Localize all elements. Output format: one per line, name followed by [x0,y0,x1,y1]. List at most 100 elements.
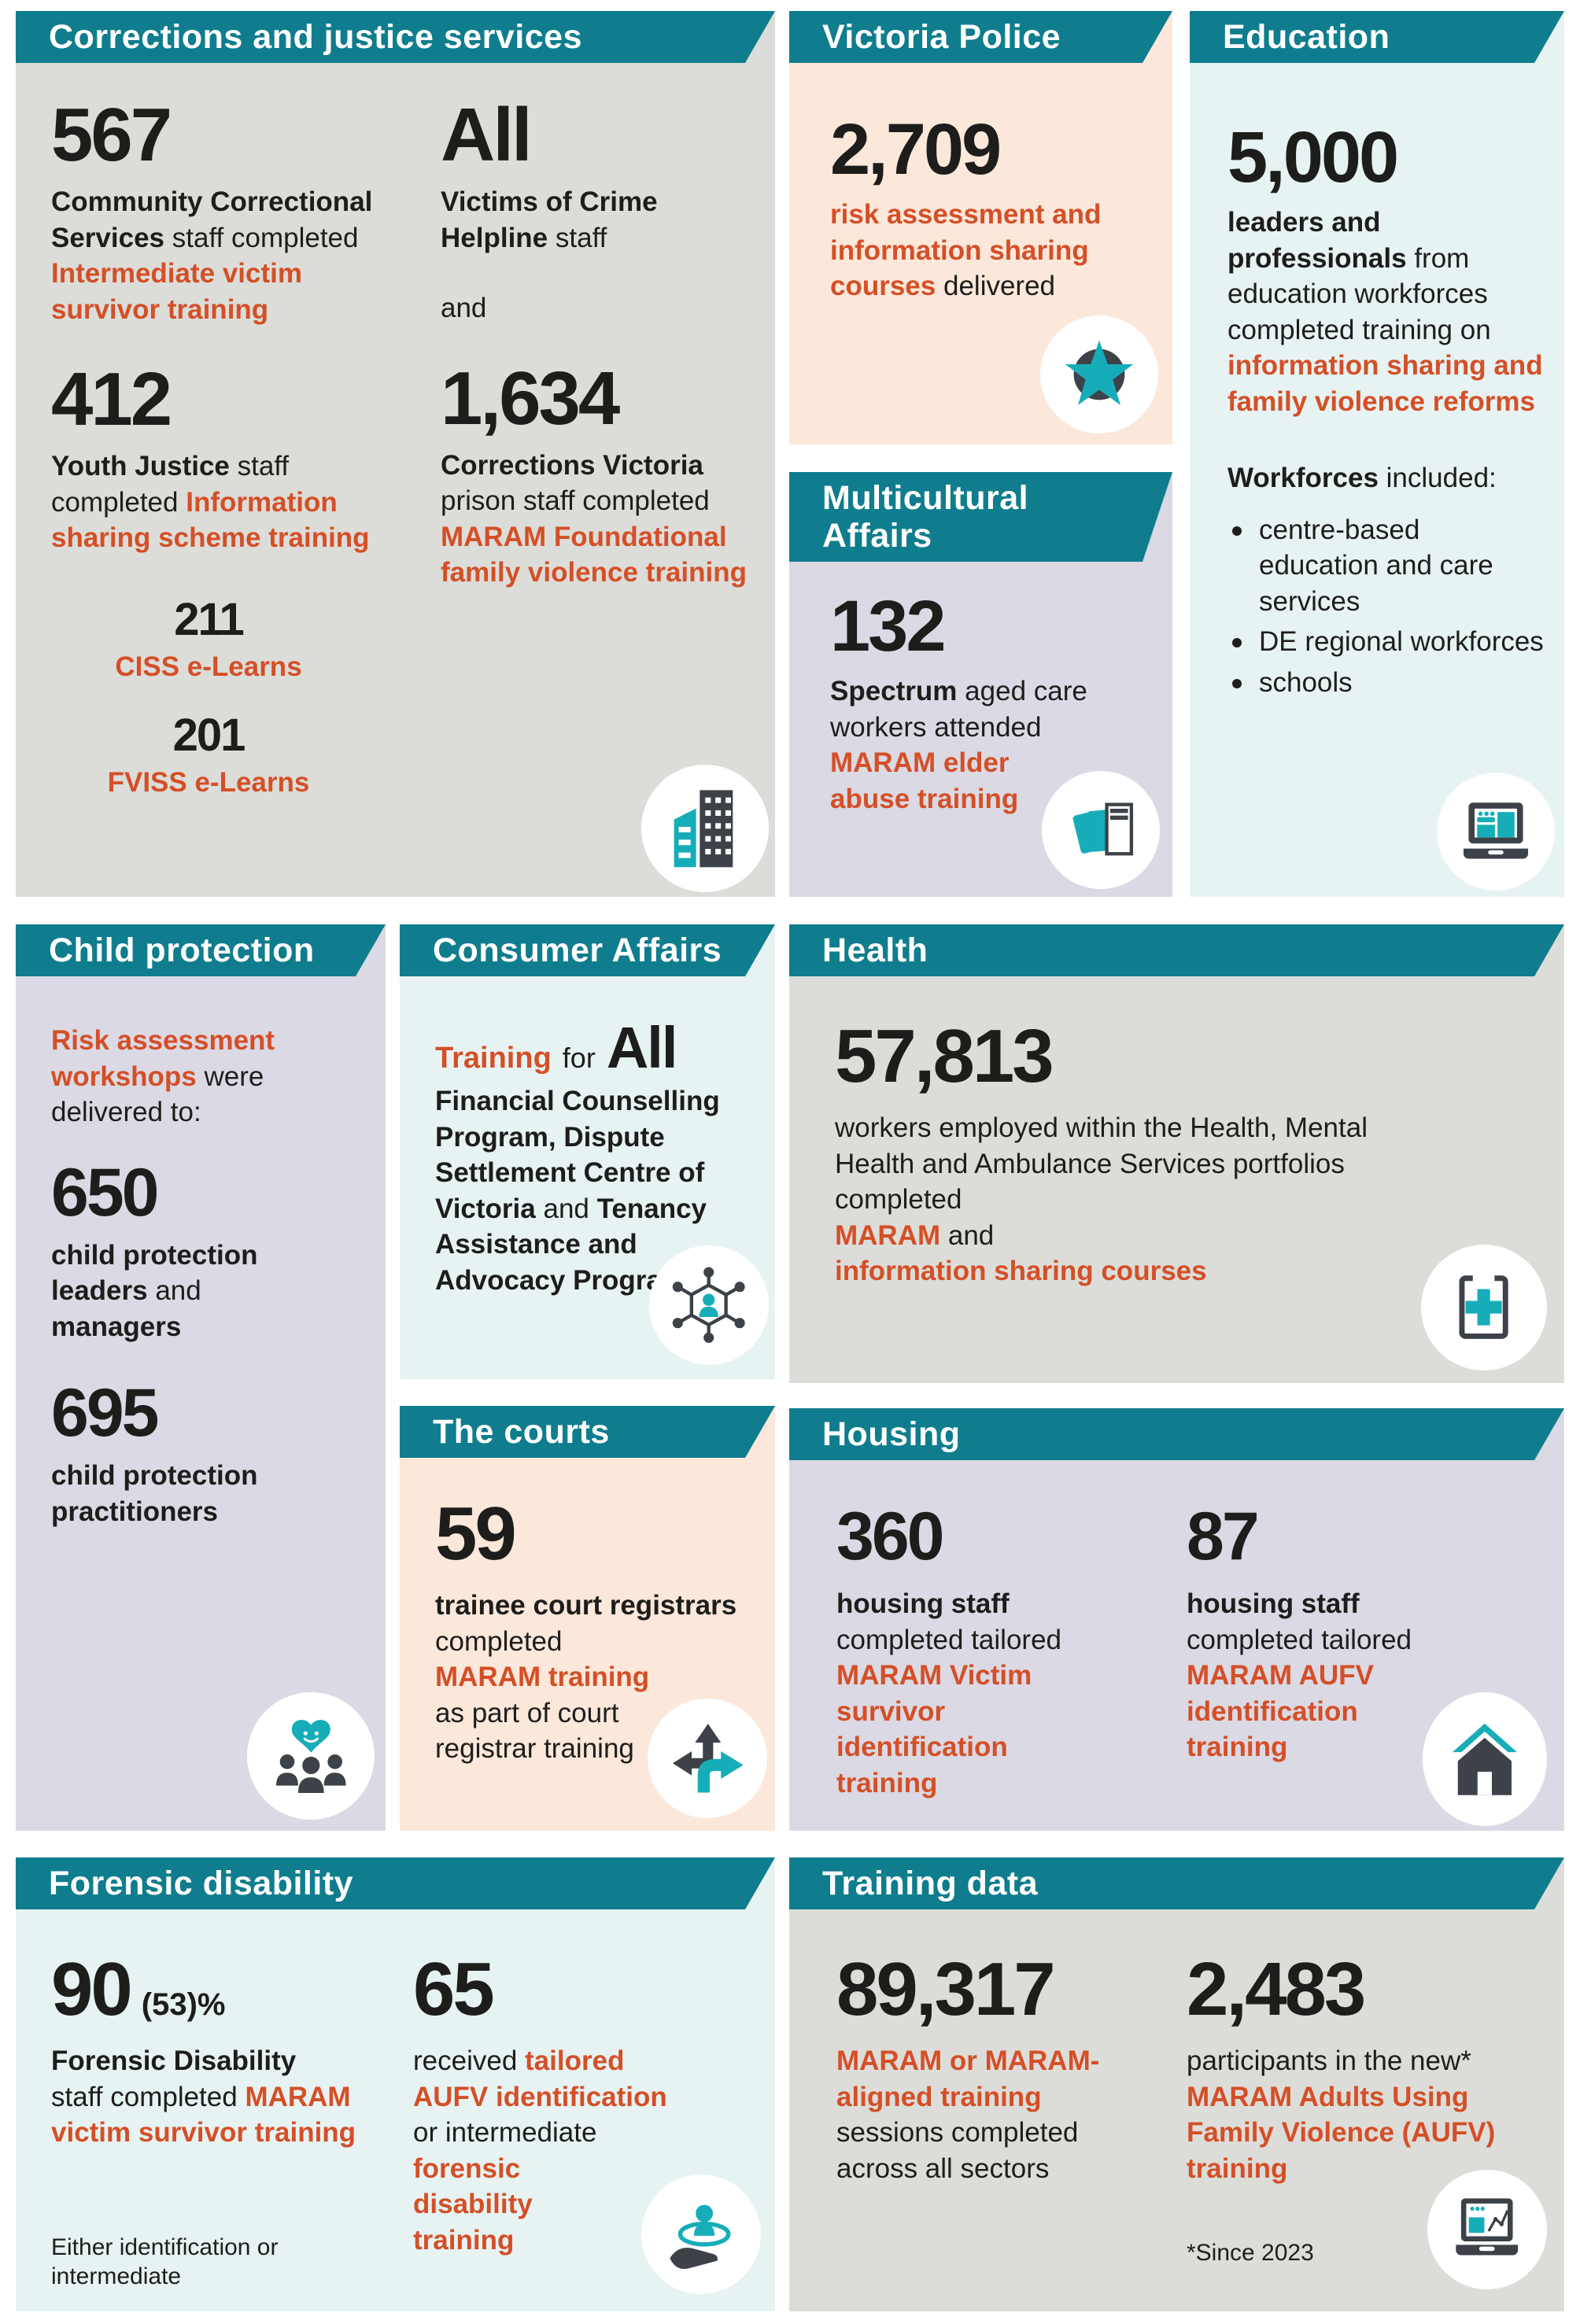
consumer-content: Training for All Financial Counselling P… [435,1019,754,1298]
stat-text: Spectrum aged care workers attended [830,676,1087,743]
panel-corrections: Corrections and justice services 567 Com… [16,11,775,897]
panel-the-courts: The courts 59 trainee court registrars c… [400,1406,775,1831]
panel-multicultural-affairs: Multicultural Affairs 132 Spectrum aged … [789,472,1172,897]
stat-text: Forensic Disability [51,2045,297,2076]
intro-text: Risk assessment workshops were delivered… [51,1025,275,1127]
buildings-icon [641,765,769,892]
panel-title: Education [1223,17,1390,56]
stat-text: Corrections Victoria prison staff comple… [441,449,747,588]
panel-corrections-header: Corrections and justice services [16,11,775,63]
courts-content: 59 trainee court registrars completed MA… [435,1496,766,1767]
stat-text: completed [435,1625,563,1657]
stat-text: trainee court registrars [435,1590,737,1621]
connector-text: and [441,293,487,323]
stat-text: child protection practitioners [51,1460,258,1527]
panel-title: Forensic disability [49,1864,354,1902]
stat-text: Victims of Crime Helpline staff [441,186,658,253]
panel-title: Health [822,931,928,969]
panel-housing-header: Housing [789,1408,1564,1460]
stat-text: child protection leaders and managers [51,1239,258,1342]
training-for-all-line: Training for All [435,1015,677,1080]
panel-training-data-header: Training data [789,1857,1564,1909]
corrections-left-column: 567 Community Correctional Services staf… [51,98,412,801]
bullet-item: schools [1232,665,1544,701]
people-heart-icon [247,1692,375,1820]
footnote: *Since 2023 [1187,2240,1314,2266]
multicultural-content: 132 Spectrum aged care workers attended … [830,590,1137,817]
stat-text: completed tailored [836,1624,1061,1655]
panel-child-protection-header: Child protection [16,924,386,976]
footnote: Either identification or intermediate [51,2234,279,2290]
stat-number: 2,709 [830,109,1002,190]
panel-the-courts-header: The courts [400,1406,775,1458]
stat-text-red: MARAM Victim survivor identification tra… [836,1660,1032,1798]
person-hand-icon [641,2175,761,2294]
stat-text: Financial Counselling Program, Dispute S… [435,1086,745,1296]
panel-title: Training data [822,1864,1039,1902]
stat-number: 201 [172,710,246,761]
stat-text: MARAM or MARAM-aligned training sessions… [836,2045,1100,2184]
panel-health: Health 57,813 workers employed within th… [789,924,1564,1383]
stat-number: 412 [51,357,172,441]
laptop-chart-icon [1427,2170,1547,2289]
panel-victoria-police: Victoria Police 2,709 risk assessment an… [789,11,1172,445]
stat-text-red: MARAM training [435,1662,650,1692]
bullet-dot [1232,678,1242,688]
panel-education: Education 5,000 leaders and professional… [1190,11,1564,897]
network-person-icon [649,1245,769,1365]
panel-health-header: Health [789,924,1564,976]
panel-consumer-affairs: Consumer Affairs Training for All Financ… [400,924,775,1379]
laptop-people-icon [1437,773,1555,891]
panel-child-protection: Child protection Risk assessment worksho… [16,924,386,1831]
panel-title: Consumer Affairs [433,931,722,969]
stat-number: 59 [435,1492,517,1576]
stat-text: completed tailored [1187,1624,1412,1655]
stat-text: participants in the new* MARAM Adults Us… [1187,2045,1496,2184]
stat-text: risk assessment and information sharing … [830,199,1102,301]
bullet-item: centre-based education and care services [1232,512,1544,620]
stat-text: housing staff [836,1588,1010,1619]
training-column-2: 2,483 participants in the new* MARAM Adu… [1187,1952,1525,2292]
corrections-right-column: All Victims of Crime Helpline staff and … [441,98,771,591]
panel-forensic-header: Forensic disability [16,1857,775,1909]
panel-title: Corrections and justice services [49,17,583,56]
stat-centered: 211 CISS e-Learns 201 FVISS e-Learns [51,593,366,801]
panel-title: Child protection [49,931,315,969]
stat-text-red: MARAM elder abuse training [830,747,1019,814]
stat-number: 57,813 [835,1014,1054,1098]
stat-text-red: information sharing courses [835,1256,1207,1286]
stat-text: Youth Justice staff completed Informatio… [51,451,370,553]
bullet-dot [1232,526,1242,536]
stat-percent: (53)% [141,1987,226,2022]
stat-text: housing staff [1187,1588,1360,1619]
forensic-column-2: 65 received tailored AUFV identification… [413,1952,696,2258]
training-column-1: 89,317 MARAM or MARAM-aligned training s… [836,1952,1120,2186]
stat-text: Community Correctional Services staff co… [51,186,373,325]
medical-cross-icon [1421,1245,1547,1370]
panel-victoria-police-header: Victoria Police [789,11,1172,63]
housing-column-2: 87 housing staff completed tailored MARA… [1187,1503,1501,1765]
stat-number: 567 [51,93,172,177]
stat-text: workers employed within the Health, Ment… [835,1112,1368,1215]
cards-icon [1042,771,1160,889]
police-content: 2,709 risk assessment and information sh… [830,113,1113,304]
housing-column-1: 360 housing staff completed tailored MAR… [836,1503,1151,1801]
panel-education-header: Education [1190,11,1564,63]
panel-training-data: Training data 89,317 MARAM or MARAM-alig… [789,1857,1564,2311]
stat-number: 211 [174,593,245,645]
workforces-label: Workforces included: [1227,463,1497,493]
star-icon [1040,315,1158,433]
panel-title: The courts [433,1412,610,1451]
stat-text: received tailored AUFV identification or… [413,2045,667,2148]
panel-multicultural-header: Multicultural Affairs [789,472,1172,562]
stat-text-red: forensic disability training [413,2152,533,2256]
stat-text: leaders and professionals from education… [1227,207,1543,417]
arrows-icon [648,1699,767,1818]
stat-number: 65 [413,1947,495,2031]
stat-number: 90 [51,1947,133,2031]
stat-number: 87 [1187,1499,1260,1574]
stat-number: All [441,93,533,177]
stat-number: 650 [51,1154,160,1230]
stat-text: MARAM and [835,1219,995,1251]
